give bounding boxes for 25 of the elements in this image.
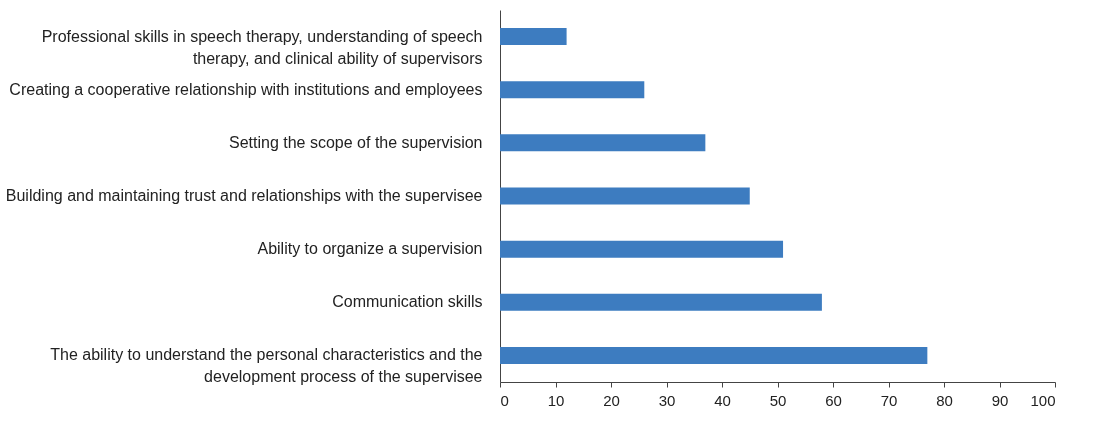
bar	[500, 240, 784, 258]
x-tick-label: 90	[991, 391, 1009, 409]
bar	[500, 187, 750, 205]
x-tick-label: 30	[658, 391, 676, 409]
bar	[500, 293, 822, 311]
x-tick-label: 50	[769, 391, 787, 409]
x-tick-label: 20	[603, 391, 620, 409]
y-tick-label: Communication skills	[332, 293, 483, 311]
x-tick-label: 100	[1030, 391, 1056, 409]
bar	[500, 81, 645, 99]
y-tick-label: Ability to organize a supervision	[257, 240, 483, 258]
x-tick-label: 70	[880, 391, 898, 409]
y-tick-label: Creating a cooperative relationship with institutions and employees	[9, 80, 483, 98]
y-tick-label: The ability to understand the personal characteristics and the development process of the supervisee	[50, 346, 483, 386]
bar	[500, 28, 567, 46]
x-tick-label: 80	[936, 391, 953, 409]
x-tick-label: 40	[714, 391, 731, 409]
x-tick-label: 60	[825, 391, 842, 409]
y-tick-label: Building and maintaining trust and relationships with the supervisee	[5, 187, 483, 204]
bar	[500, 346, 928, 364]
y-tick-label: Professional skills in speech therapy, understanding of speech therapy, and clinical ability of supervisors	[41, 27, 483, 67]
x-tick-label: 0	[500, 391, 509, 409]
y-tick-label: Setting the scope of the supervision	[229, 133, 483, 151]
bar	[500, 134, 706, 152]
x-tick-label: 10	[547, 391, 565, 409]
